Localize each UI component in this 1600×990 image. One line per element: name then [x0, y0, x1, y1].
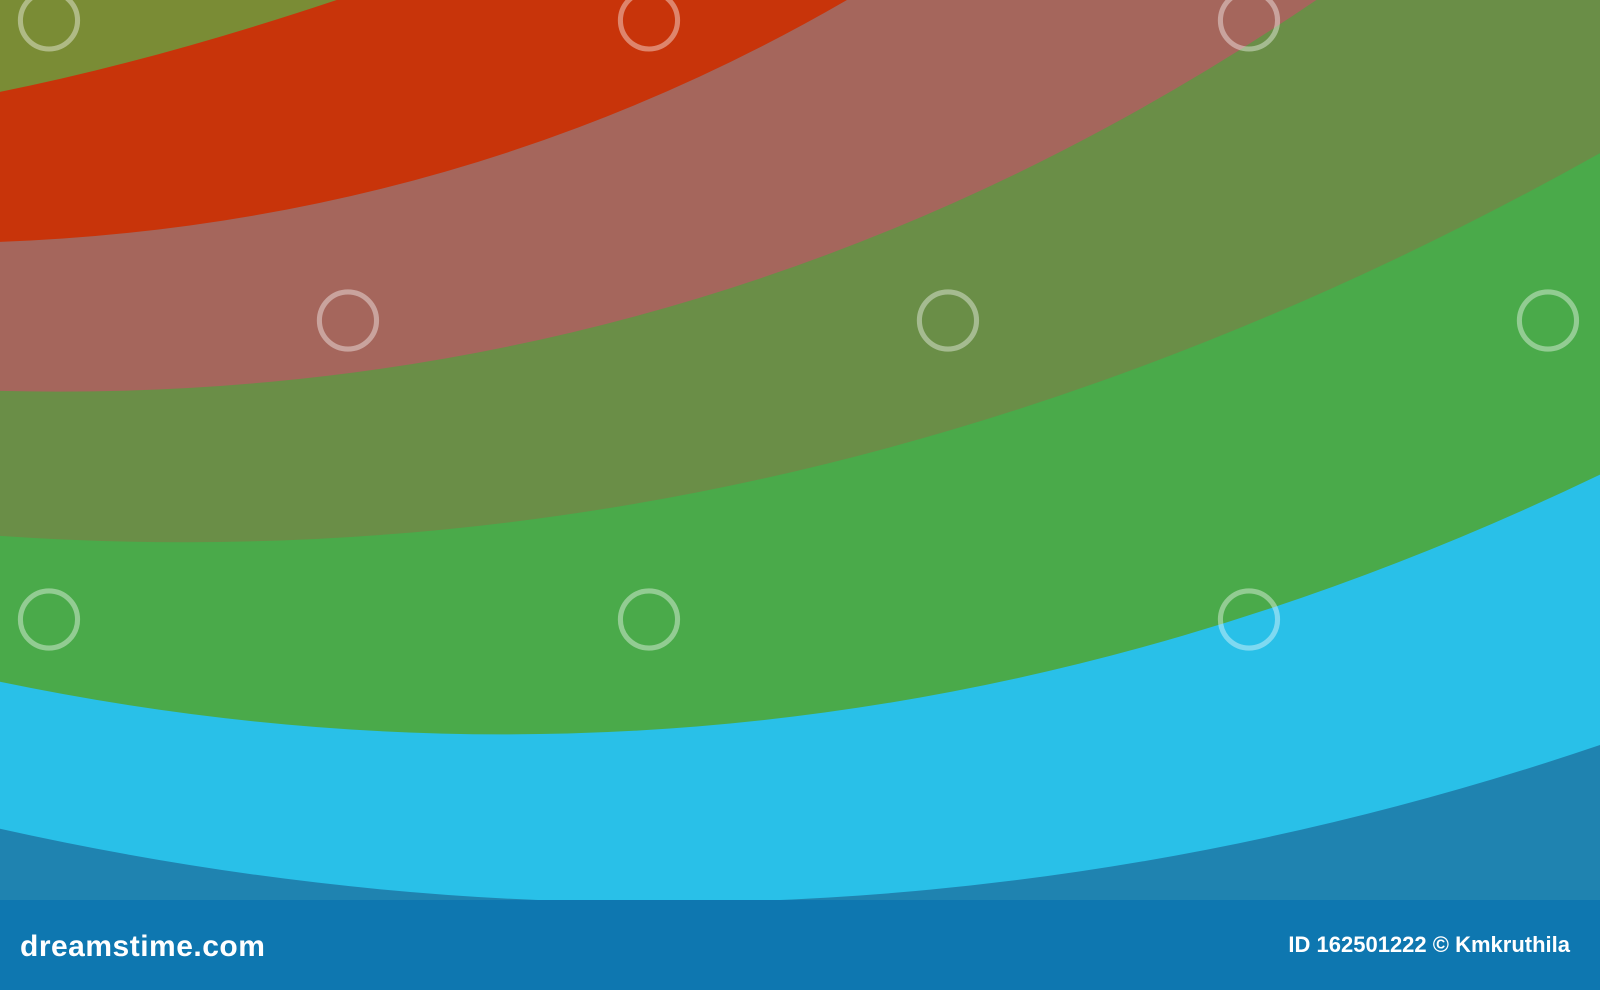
spiral-icon [617, 588, 681, 651]
spiral-icon [316, 289, 380, 352]
band-olive [0, 0, 337, 92]
spiral-icon [17, 588, 81, 651]
spiral-icon [1516, 289, 1580, 352]
footer-bar: dreamstime.com ID 162501222 © Kmkruthila [0, 900, 1600, 990]
spiral-icon [1217, 0, 1281, 52]
footer-credit: ID 162501222 © Kmkruthila [1288, 932, 1570, 957]
spiral-icon [617, 0, 681, 52]
band-red [0, 0, 847, 242]
footer-brand: dreamstime.com [20, 930, 266, 963]
spiral-icon [1217, 588, 1281, 651]
watermark-spirals [17, 0, 1580, 651]
spiral-icon [916, 289, 980, 352]
spiral-icon [17, 0, 81, 52]
